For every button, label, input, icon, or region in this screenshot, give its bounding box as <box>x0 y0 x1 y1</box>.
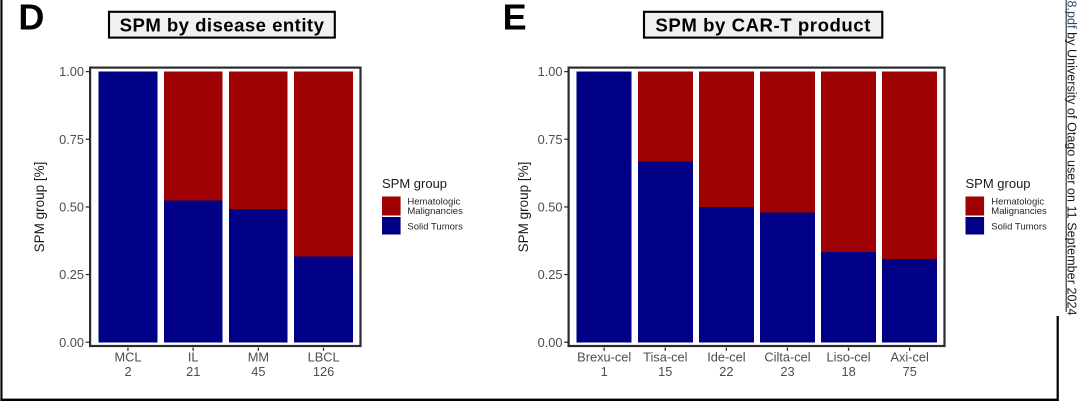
svg-text:0.75: 0.75 <box>59 132 84 147</box>
svg-text:SPM group: SPM group <box>966 176 1031 191</box>
svg-text:Solid Tumors: Solid Tumors <box>407 221 463 232</box>
svg-text:75: 75 <box>903 364 917 379</box>
svg-text:21: 21 <box>186 364 200 379</box>
svg-text:IL: IL <box>188 350 199 365</box>
svg-text:Solid Tumors: Solid Tumors <box>991 221 1047 232</box>
svg-text:45: 45 <box>251 364 265 379</box>
svg-text:0.25: 0.25 <box>538 267 563 282</box>
svg-text:Hematologic: Hematologic <box>991 196 1044 207</box>
svg-text:SPM by disease entity: SPM by disease entity <box>120 14 325 35</box>
svg-text:15: 15 <box>658 364 672 379</box>
svg-text:E: E <box>503 0 527 38</box>
svg-text:Brexu-cel: Brexu-cel <box>577 350 631 365</box>
svg-text:2: 2 <box>124 364 131 379</box>
svg-text:0.75: 0.75 <box>538 132 563 147</box>
svg-text:Axi-cel: Axi-cel <box>890 350 928 365</box>
svg-text:LBCL: LBCL <box>308 350 340 365</box>
svg-text:0.25: 0.25 <box>59 267 84 282</box>
svg-text:MM: MM <box>248 350 269 365</box>
svg-text:1: 1 <box>601 364 608 379</box>
svg-text:0.50: 0.50 <box>59 199 84 214</box>
svg-text:Malignancies: Malignancies <box>991 206 1047 217</box>
svg-text:SPM group [%]: SPM group [%] <box>516 162 531 253</box>
svg-text:Malignancies: Malignancies <box>407 206 463 217</box>
svg-text:D: D <box>18 0 44 38</box>
svg-text:8.pdf by University of Otago u: 8.pdf by University of Otago user on 11 … <box>1064 1 1078 316</box>
svg-text:126: 126 <box>313 364 334 379</box>
svg-text:Cilta-cel: Cilta-cel <box>764 350 810 365</box>
svg-text:23: 23 <box>780 364 794 379</box>
svg-text:1.00: 1.00 <box>538 64 563 79</box>
svg-text:18: 18 <box>841 364 855 379</box>
svg-text:MCL: MCL <box>114 350 141 365</box>
svg-text:Tisa-cel: Tisa-cel <box>643 350 687 365</box>
svg-text:SPM by CAR-T product: SPM by CAR-T product <box>655 14 871 35</box>
svg-text:0.00: 0.00 <box>538 335 563 350</box>
svg-text:22: 22 <box>719 364 733 379</box>
svg-text:Ide-cel: Ide-cel <box>707 350 745 365</box>
svg-text:0.50: 0.50 <box>538 199 563 214</box>
svg-text:Hematologic: Hematologic <box>407 196 460 207</box>
svg-text:SPM group: SPM group <box>382 176 447 191</box>
svg-text:Liso-cel: Liso-cel <box>827 350 871 365</box>
svg-text:SPM group [%]: SPM group [%] <box>32 162 47 253</box>
svg-text:1.00: 1.00 <box>59 64 84 79</box>
svg-text:0.00: 0.00 <box>59 335 84 350</box>
